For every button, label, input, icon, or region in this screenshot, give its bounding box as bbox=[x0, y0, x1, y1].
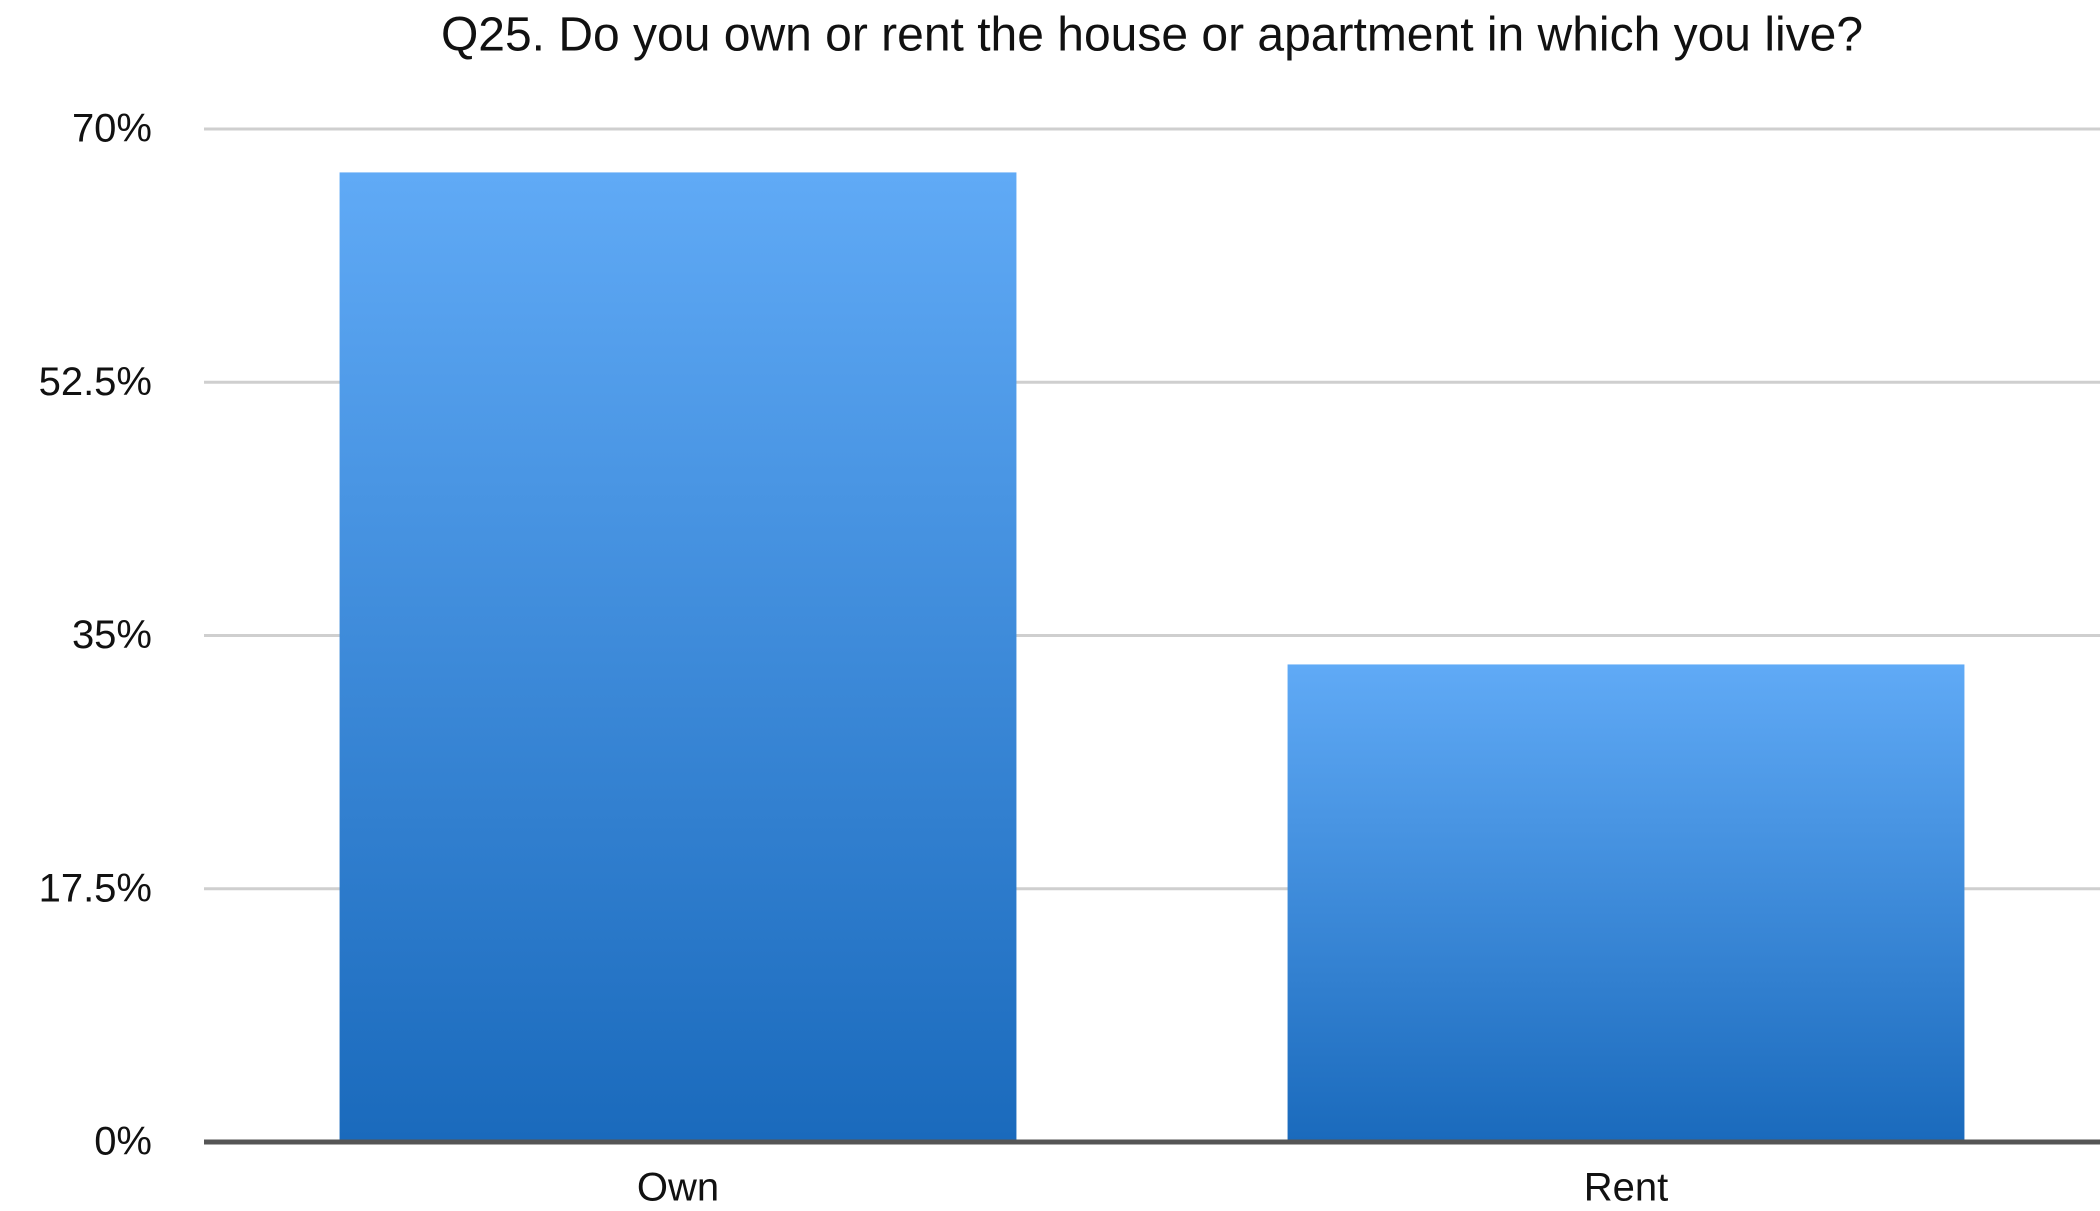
bar bbox=[1287, 664, 1965, 1142]
y-tick-label: 17.5% bbox=[39, 866, 152, 910]
y-tick-label: 35% bbox=[72, 613, 152, 657]
y-tick-label: 0% bbox=[94, 1120, 152, 1164]
y-tick-label: 70% bbox=[72, 107, 152, 151]
y-tick-label: 52.5% bbox=[39, 360, 152, 404]
bar bbox=[339, 172, 1017, 1142]
x-tick-label: Own bbox=[637, 1166, 719, 1210]
x-tick-label: Rent bbox=[1584, 1166, 1669, 1210]
chart-title: Q25. Do you own or rent the house or apa… bbox=[441, 9, 1863, 62]
